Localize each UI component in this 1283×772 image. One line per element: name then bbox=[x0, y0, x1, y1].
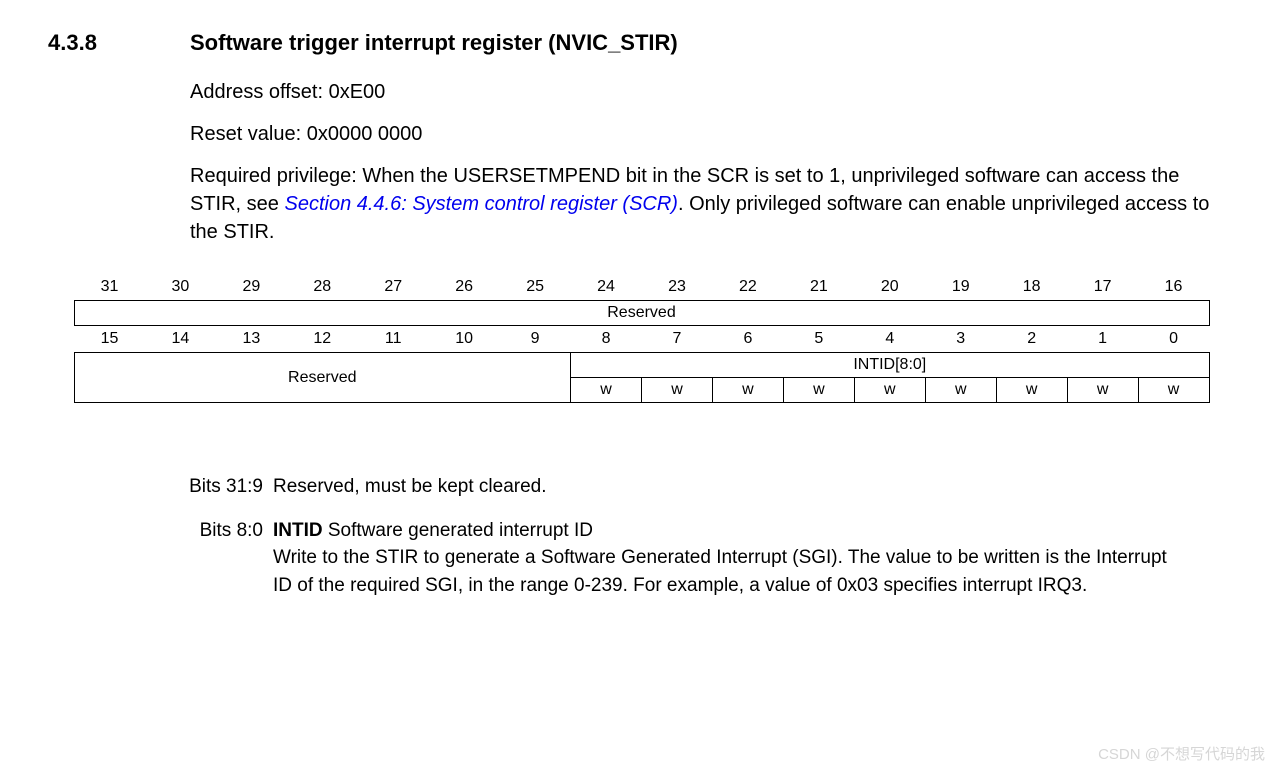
reserved-field-high: Reserved bbox=[74, 301, 1209, 326]
bit-desc-text: Reserved, must be kept cleared. bbox=[273, 473, 1175, 501]
bit-range: Bits 8:0 bbox=[148, 517, 273, 600]
bit-num: 19 bbox=[925, 274, 996, 301]
access-cell: w bbox=[1067, 378, 1138, 403]
access-cell: w bbox=[571, 378, 642, 403]
bit-num: 0 bbox=[1138, 326, 1209, 353]
section-number: 4.3.8 bbox=[48, 30, 190, 56]
bit-desc-text: INTID Software generated interrupt ID Wr… bbox=[273, 517, 1175, 600]
bit-num: 27 bbox=[358, 274, 429, 301]
access-cell: w bbox=[996, 378, 1067, 403]
register-info-block: Address offset: 0xE00 Reset value: 0x000… bbox=[190, 78, 1235, 246]
bit-num: 31 bbox=[74, 274, 145, 301]
access-cell: w bbox=[712, 378, 783, 403]
bit-descriptions: Bits 31:9 Reserved, must be kept cleared… bbox=[148, 473, 1175, 599]
bit-num: 20 bbox=[854, 274, 925, 301]
access-cell: w bbox=[642, 378, 713, 403]
section-title: Software trigger interrupt register (NVI… bbox=[190, 30, 678, 56]
bit-num: 11 bbox=[358, 326, 429, 353]
intid-field: INTID[8:0] bbox=[571, 353, 1209, 378]
bit-numbers-high: 31 30 29 28 27 26 25 24 23 22 21 20 19 1… bbox=[74, 274, 1209, 301]
bit-num: 8 bbox=[571, 326, 642, 353]
bit-num: 5 bbox=[783, 326, 854, 353]
bit-field-name: INTID bbox=[273, 520, 323, 541]
bit-num: 14 bbox=[145, 326, 216, 353]
bit-num: 26 bbox=[429, 274, 500, 301]
bit-num: 22 bbox=[712, 274, 783, 301]
section-header: 4.3.8 Software trigger interrupt registe… bbox=[48, 30, 1235, 56]
bit-num: 18 bbox=[996, 274, 1067, 301]
bit-num: 28 bbox=[287, 274, 358, 301]
bit-num: 15 bbox=[74, 326, 145, 353]
bit-num: 17 bbox=[1067, 274, 1138, 301]
bit-num: 9 bbox=[500, 326, 571, 353]
bit-num: 30 bbox=[145, 274, 216, 301]
access-cell: w bbox=[1138, 378, 1209, 403]
privilege-text: Required privilege: When the USERSETMPEN… bbox=[190, 162, 1235, 246]
bit-num: 13 bbox=[216, 326, 287, 353]
bit-num: 23 bbox=[642, 274, 713, 301]
bit-numbers-low: 15 14 13 12 11 10 9 8 7 6 5 4 3 2 1 0 bbox=[74, 326, 1209, 353]
bit-desc-row: Bits 31:9 Reserved, must be kept cleared… bbox=[148, 473, 1175, 501]
watermark: CSDN @不想写代码的我 bbox=[1098, 743, 1265, 764]
bit-range: Bits 31:9 bbox=[148, 473, 273, 501]
reset-value: Reset value: 0x0000 0000 bbox=[190, 120, 1235, 148]
bit-field-body: Write to the STIR to generate a Software… bbox=[273, 547, 1167, 596]
bit-num: 25 bbox=[500, 274, 571, 301]
bit-num: 24 bbox=[571, 274, 642, 301]
field-row-low: Reserved INTID[8:0] bbox=[74, 353, 1209, 378]
bit-num: 29 bbox=[216, 274, 287, 301]
bit-num: 10 bbox=[429, 326, 500, 353]
bit-num: 21 bbox=[783, 274, 854, 301]
register-bit-table: 31 30 29 28 27 26 25 24 23 22 21 20 19 1… bbox=[74, 274, 1210, 403]
cross-reference-link[interactable]: Section 4.4.6: System control register (… bbox=[284, 193, 677, 215]
bit-num: 6 bbox=[712, 326, 783, 353]
access-cell: w bbox=[783, 378, 854, 403]
field-row-high: Reserved bbox=[74, 301, 1209, 326]
bit-num: 3 bbox=[925, 326, 996, 353]
access-cell: w bbox=[854, 378, 925, 403]
bit-num: 7 bbox=[642, 326, 713, 353]
bit-desc-row: Bits 8:0 INTID Software generated interr… bbox=[148, 517, 1175, 600]
access-cell: w bbox=[925, 378, 996, 403]
address-offset: Address offset: 0xE00 bbox=[190, 78, 1235, 106]
bit-num: 2 bbox=[996, 326, 1067, 353]
bit-num: 1 bbox=[1067, 326, 1138, 353]
bit-num: 12 bbox=[287, 326, 358, 353]
bit-num: 4 bbox=[854, 326, 925, 353]
bit-field-title: Software generated interrupt ID bbox=[323, 520, 593, 541]
bit-num: 16 bbox=[1138, 274, 1209, 301]
reserved-field-low: Reserved bbox=[74, 353, 571, 403]
